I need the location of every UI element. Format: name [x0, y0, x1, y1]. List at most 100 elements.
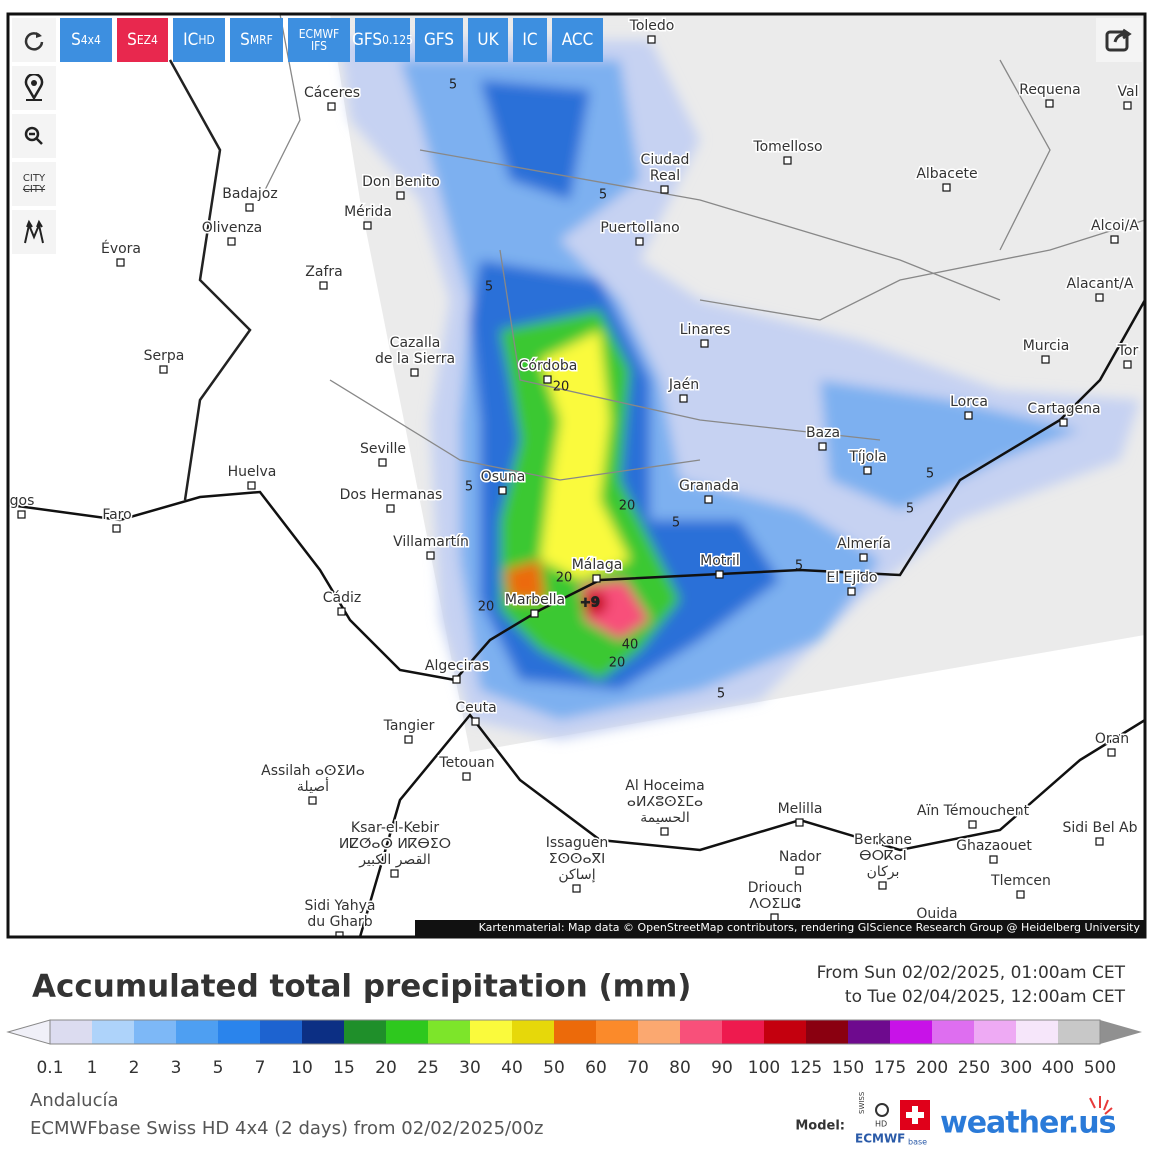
city-marker	[452, 675, 461, 684]
button-label: S	[240, 29, 250, 50]
city-label: بركان	[867, 864, 900, 880]
city-label: Val	[1118, 84, 1139, 100]
precipitation	[340, 40, 1140, 740]
model-button[interactable]: ACC	[552, 18, 603, 62]
legend-swatch	[680, 1020, 722, 1044]
streamline-button[interactable]	[12, 210, 56, 254]
legend-tick: 100	[748, 1058, 780, 1078]
model-button[interactable]: UK	[468, 18, 508, 62]
period-start: From Sun 02/02/2025, 01:00am CET	[817, 963, 1126, 983]
city-label: de la Sierra	[375, 351, 455, 367]
button-label: S	[71, 29, 81, 50]
city-marker	[543, 375, 552, 384]
legend-swatch	[218, 1020, 260, 1044]
legend-tick: 40	[501, 1058, 523, 1078]
legend-tick: 175	[874, 1058, 906, 1078]
city-label: Zafra	[305, 264, 342, 280]
city-label: Ciudad	[641, 152, 690, 168]
model-button[interactable]: S MRF	[230, 18, 283, 62]
city-label: ⵍⵇⵚⴰⵔ ⵍⴽⴱⵉⵔ	[339, 836, 451, 852]
city-marker	[700, 339, 709, 348]
city-toggle[interactable]: CITY CITY	[12, 162, 56, 206]
button-label: ECMWF	[298, 27, 340, 41]
model-button[interactable]: GFS 0.125	[352, 18, 413, 62]
city-label: Olivenza	[202, 220, 263, 236]
legend-swatch	[848, 1020, 890, 1044]
city-marker	[404, 735, 413, 744]
model-button[interactable]: GFS	[415, 18, 463, 62]
city-label: Serpa	[144, 348, 185, 364]
city-marker	[989, 855, 998, 864]
zoom-button[interactable]	[12, 114, 56, 158]
city-label: Ceuta	[455, 700, 496, 716]
legend-swatch	[92, 1020, 134, 1044]
location-button[interactable]	[12, 66, 56, 110]
city-label: Tetouan	[438, 755, 494, 771]
legend-tick: 250	[958, 1058, 990, 1078]
city-label: Córdoba	[519, 358, 578, 374]
city-marker	[471, 717, 480, 726]
contour-label: +9	[580, 596, 600, 611]
legend-tick: 7	[255, 1058, 266, 1078]
model-button[interactable]: IC	[513, 18, 547, 62]
city-marker	[647, 35, 656, 44]
button-sublabel: HD	[198, 33, 215, 47]
share-button[interactable]	[1096, 18, 1142, 62]
contour-label: 5	[906, 502, 914, 517]
legend-swatch	[1058, 1020, 1100, 1044]
city-marker	[112, 524, 121, 533]
city-off: CITY	[22, 184, 46, 195]
city-marker	[1059, 418, 1068, 427]
city-marker	[498, 486, 507, 495]
city-label: الحسيمة	[640, 810, 690, 826]
legend-tick: 60	[585, 1058, 607, 1078]
city-marker	[396, 191, 405, 200]
model-button[interactable]: ECMWF IFS	[288, 18, 350, 62]
legend-tick: 500	[1084, 1058, 1116, 1078]
button-sublabel: EZ4	[136, 33, 158, 47]
city-marker	[592, 574, 601, 583]
city-marker	[1041, 355, 1050, 364]
site-logo: weather.us	[940, 1106, 1116, 1141]
city-marker	[964, 411, 973, 420]
legend-swatch	[260, 1020, 302, 1044]
refresh-button[interactable]	[12, 18, 56, 62]
city-marker	[327, 102, 336, 111]
city-marker	[227, 237, 236, 246]
city-label: ⴷⵔⵉⵡⵛ	[749, 896, 800, 912]
legend-swatch	[344, 1020, 386, 1044]
city-label: Osuna	[481, 469, 526, 485]
city-label: Cádiz	[323, 590, 361, 606]
city-marker	[679, 394, 688, 403]
button-sublabel: IFS	[310, 39, 328, 53]
city-label: Tangier	[383, 718, 435, 734]
city-marker	[116, 258, 125, 267]
legend-tick: 2	[129, 1058, 140, 1078]
city-label: Cartagena	[1027, 401, 1100, 417]
city-marker	[530, 609, 539, 618]
city-label: Requena	[1019, 82, 1081, 98]
model-button[interactable]: S EZ4	[117, 18, 168, 62]
city-label: ⵉⵙⵙⴰⴳⵏ	[549, 851, 605, 867]
city-marker	[245, 203, 254, 212]
city-label: Jaén	[668, 377, 699, 393]
button-sublabel: 4x4	[80, 33, 101, 47]
legend-tick: 30	[459, 1058, 481, 1078]
city-label: Nador	[779, 849, 822, 865]
legend-tick: 0.1	[36, 1058, 63, 1078]
city-label: Al Hoceima	[625, 778, 704, 794]
city-label: Tíjola	[848, 449, 886, 465]
city-label: Cáceres	[304, 85, 360, 101]
city-marker	[159, 365, 168, 374]
model-button[interactable]: IC HD	[173, 18, 225, 62]
legend-tick: 25	[417, 1058, 439, 1078]
city-label: Almería	[837, 536, 891, 552]
city-marker	[1095, 293, 1104, 302]
city-label: Ghazaouet	[956, 838, 1032, 854]
city-on: CITY	[22, 173, 46, 184]
model-button[interactable]: S 4x4	[60, 18, 112, 62]
city-label: Huelva	[228, 464, 277, 480]
contour-label: 20	[619, 499, 636, 514]
city-label: Oran	[1095, 731, 1129, 747]
legend-outline	[49, 1019, 1101, 1045]
